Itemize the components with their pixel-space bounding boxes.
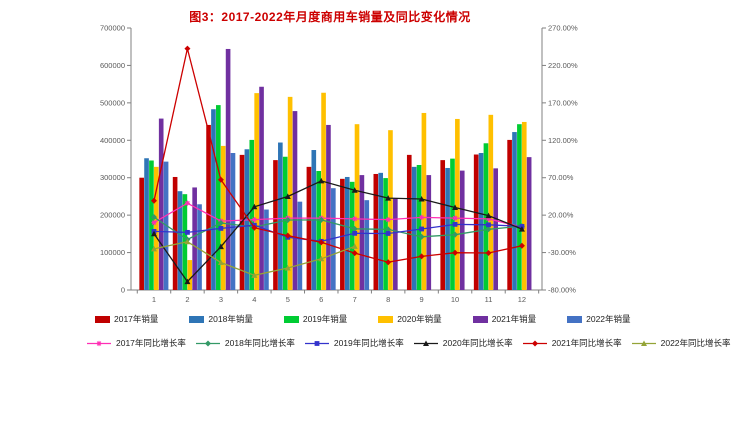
svg-text:1: 1 [152, 295, 156, 304]
svg-text:20.00%: 20.00% [548, 211, 574, 220]
svg-text:300000: 300000 [100, 173, 125, 182]
bar-swatch [189, 315, 205, 323]
svg-text:11: 11 [485, 295, 493, 304]
svg-text:-30.00%: -30.00% [548, 248, 576, 257]
legend-bar-item: 2019年销量 [283, 313, 348, 325]
legend-label: 2017年同比增长率 [116, 338, 186, 348]
svg-text:3: 3 [219, 295, 223, 304]
legend-label: 2019年销量 [302, 314, 348, 324]
line-marker-swatch [522, 340, 547, 346]
line-marker-swatch [87, 340, 111, 346]
svg-text:9: 9 [420, 295, 424, 304]
bar-swatch [472, 315, 488, 323]
svg-text:220.00%: 220.00% [548, 61, 578, 70]
svg-text:7: 7 [353, 295, 357, 304]
svg-text:10: 10 [451, 295, 459, 304]
svg-text:4: 4 [252, 295, 256, 304]
line-marker-swatch [413, 340, 438, 346]
svg-text:170.00%: 170.00% [548, 98, 578, 107]
svg-text:-80.00%: -80.00% [548, 286, 576, 295]
legend-line-item: 2019年同比增长率 [304, 337, 404, 349]
svg-text:8: 8 [386, 295, 390, 304]
svg-text:100000: 100000 [100, 248, 125, 257]
legend-label: 2020年同比增长率 [442, 338, 513, 348]
legend-bar-series: 2017年销量 2018年销量 2019年销量 2020年销量 2021年销量 2022年… [0, 313, 631, 325]
legend-line-series: 2017年同比增长率 2018年同比增长率 2019年同比增长率 2020年同比… [0, 337, 731, 349]
svg-text:600000: 600000 [100, 61, 125, 70]
svg-text:270.00%: 270.00% [548, 24, 578, 33]
bar-swatch [95, 315, 110, 323]
svg-text:120.00%: 120.00% [548, 136, 578, 145]
legend-line-item: 2022年同比增长率 [631, 337, 731, 349]
legend-label: 2017年销量 [114, 314, 159, 324]
svg-text:2: 2 [185, 295, 189, 304]
legend-label: 2018年同比增长率 [224, 338, 295, 348]
bar-swatch [567, 315, 583, 323]
svg-text:5: 5 [286, 295, 290, 304]
legend-bar-item: 2020年销量 [378, 313, 442, 325]
legend-line-item: 2020年同比增长率 [413, 337, 513, 349]
svg-text:70.00%: 70.00% [548, 173, 574, 182]
svg-text:700000: 700000 [100, 24, 125, 33]
legend-line-item: 2018年同比增长率 [195, 337, 295, 349]
legend-label: 2018年销量 [208, 314, 253, 324]
legend-label: 2022年销量 [586, 314, 631, 324]
legend-label: 2019年同比增长率 [333, 338, 404, 348]
svg-text:500000: 500000 [100, 98, 125, 107]
legend-label: 2021年同比增长率 [551, 338, 622, 348]
combo-chart-plot: 700000 600000 500000 400000 300000 200000 1000… [100, 24, 578, 305]
legend-line-item: 2017年同比增长率 [86, 337, 186, 349]
legend-bar-item: 2017年销量 [95, 313, 158, 325]
svg-text:200000: 200000 [100, 211, 125, 220]
svg-text:12: 12 [518, 295, 526, 304]
svg-text:6: 6 [319, 295, 323, 304]
line-marker-swatch [304, 340, 329, 346]
legend-line-item: 2021年同比增长率 [522, 337, 622, 349]
line-marker-swatch [195, 340, 220, 346]
legend-label: 2021年销量 [491, 314, 537, 324]
legend-label: 2020年销量 [397, 314, 442, 324]
svg-text:0: 0 [121, 286, 125, 295]
legend-bar-item: 2018年销量 [189, 313, 253, 325]
bar-swatch [283, 315, 299, 323]
bar-swatch [378, 315, 394, 323]
chart-title: 图3：2017-2022年月度商用车销量及同比变化情况 [189, 10, 471, 24]
legend-bar-item: 2021年销量 [472, 313, 537, 325]
line-marker-swatch [631, 340, 656, 346]
legend-label: 2022年同比增长率 [660, 338, 731, 348]
legend-bar-item: 2022年销量 [567, 313, 631, 325]
svg-text:400000: 400000 [100, 136, 125, 145]
